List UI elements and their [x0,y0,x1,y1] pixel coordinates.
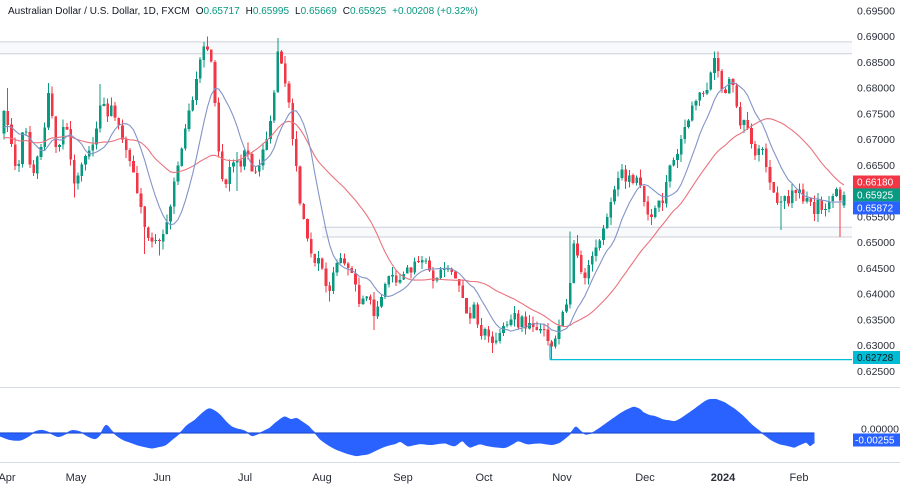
price-label-text: 0.65925 [857,190,894,201]
ma-slow-line [4,118,845,328]
pane-separators [0,387,900,463]
ma-fast-line [3,81,844,333]
price-tick-label: 0.64500 [857,263,895,275]
price-tick-label: 0.68000 [857,83,895,95]
time-axis-label: Jul [238,472,252,484]
price-tick-label: 0.65500 [857,211,895,223]
price-tick-label: 0.64000 [857,289,895,301]
indicator-zero-label: 0.00000 [861,424,899,436]
price-tick-label: 0.66500 [857,160,895,172]
price-label-text: 0.66180 [857,178,894,189]
price-tick-label: 0.65000 [857,237,895,249]
price-tick-label: 0.67000 [857,134,895,146]
high-label: H [245,6,253,17]
candlesticks [2,36,846,360]
time-axis-label: Nov [552,472,572,484]
price-tick-label: 0.69000 [857,31,895,43]
price-tick-label: 0.68500 [857,57,895,69]
close-label: C [342,6,350,17]
open-label: O [195,6,204,17]
level-bands [0,41,852,238]
price-scale[interactable]: 0.69500 0.69000 0.68500 0.68000 0.67500 0.670… [857,6,899,436]
open-value: 0.65717 [203,6,240,17]
price-label-text: 0.65872 [857,203,894,214]
chart-header: Australian Dollar / U.S. Dollar, 1D, FXC… [8,6,478,17]
time-axis-label: Feb [790,472,809,484]
time-axis-label: Oct [475,472,492,484]
time-scale[interactable]: Apr May Jun Jul Aug Sep Oct Nov Dec 2024 Feb [0,472,808,484]
price-tick-label: 0.63500 [857,314,895,326]
time-axis-label: Jun [153,472,171,484]
time-axis-label: Apr [0,472,16,484]
price-label-text: 0.62728 [857,353,894,364]
high-value: 0.65995 [252,6,290,17]
price-tick-label: 0.69500 [857,6,895,18]
indicator-value-label: -0.00255 [855,436,895,447]
indicator-area [0,398,815,457]
time-axis-label: May [66,472,87,484]
time-axis-label: Aug [312,472,332,484]
teal-level-line[interactable] [549,343,852,361]
time-axis-label: Dec [635,472,655,484]
change-value: +0.00208 (+0.32%) [392,6,478,17]
low-value: 0.65669 [300,6,337,17]
price-tick-label: 0.67500 [857,108,895,120]
time-axis-label: 2024 [711,472,736,484]
price-tick-label: 0.63000 [857,340,895,352]
time-axis-label: Sep [393,472,413,484]
price-tick-label: 0.62500 [857,366,895,378]
close-value: 0.65925 [350,6,387,17]
symbol-title: Australian Dollar / U.S. Dollar, 1D, FXC… [8,6,190,17]
low-label: L [295,6,301,17]
